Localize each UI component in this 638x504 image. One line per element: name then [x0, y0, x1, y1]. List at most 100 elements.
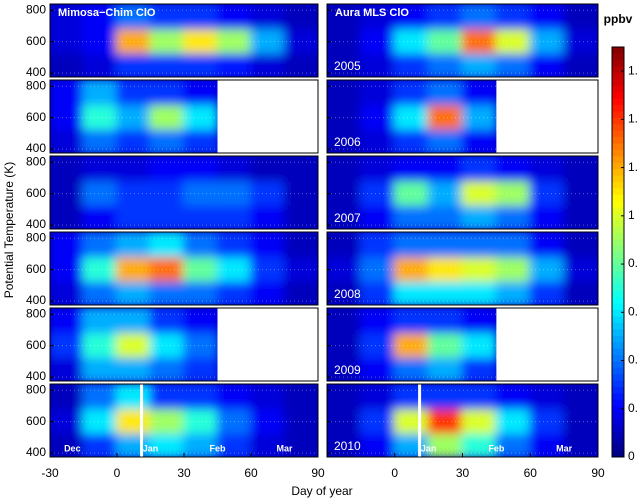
heat-cell: [393, 51, 430, 77]
heat-cell: [116, 331, 152, 358]
heat-cell: [327, 355, 362, 381]
colorbar-swatch: [612, 47, 624, 54]
y-tick-label: 800: [26, 154, 46, 168]
y-tick-label: 400: [26, 293, 46, 307]
heat-cell: [149, 127, 185, 153]
month-label: Jan: [143, 443, 159, 453]
colorbar-swatch: [612, 187, 624, 195]
heat-cell: [50, 355, 85, 381]
heat-cell: [183, 127, 219, 153]
heat: [50, 80, 219, 153]
heat-cell: [393, 156, 430, 182]
heat-cell: [327, 4, 362, 30]
heat-cell: [82, 27, 118, 54]
heat-cell: [50, 431, 85, 457]
heat-cell: [529, 407, 566, 434]
heat-cell: [183, 103, 219, 130]
colorbar-tick-label: 0.4: [628, 353, 638, 367]
colorbar-swatch: [612, 59, 624, 67]
no-data: [284, 80, 318, 106]
heat-cell: [82, 431, 118, 457]
heat: [327, 232, 598, 305]
heat-cell: [529, 51, 566, 77]
heat-cell: [393, 80, 430, 106]
no-data: [564, 103, 598, 130]
heat-cell: [283, 431, 318, 457]
heat-cell: [50, 255, 85, 282]
panel: [50, 384, 318, 457]
heat-cell: [216, 279, 252, 305]
no-data: [564, 80, 598, 106]
heat-cell: [359, 407, 396, 434]
heat-cell: [250, 179, 286, 206]
heat-cell: [461, 255, 498, 282]
no-data: [530, 127, 566, 153]
colorbar-tick-label: 0.2: [628, 401, 638, 415]
month-label: Mar: [276, 443, 293, 453]
heat-cell: [393, 27, 430, 54]
colorbar-swatch: [612, 431, 624, 439]
colorbar-tick-label: 0.6: [628, 304, 638, 318]
heat-cell: [327, 232, 362, 258]
colorbar-swatch: [612, 277, 624, 285]
panel-frame: [326, 79, 599, 154]
heat-cell: [427, 331, 464, 358]
colorbar-swatch: [612, 252, 624, 259]
heat-cell: [283, 279, 318, 305]
colorbar-swatch: [612, 380, 624, 388]
heat-cell: [116, 384, 152, 410]
heat: [327, 156, 598, 229]
heat-cell: [149, 80, 185, 106]
y-axis-label: Potential Temperature (K): [2, 162, 16, 299]
panel-frame: [49, 79, 319, 154]
no-data: [217, 331, 252, 358]
colorbar-swatch: [612, 399, 624, 407]
heat-cell: [283, 384, 318, 410]
heat-cell: [495, 51, 532, 77]
heat-cell: [327, 51, 362, 77]
heat-cell: [563, 431, 598, 457]
colorbar-swatch: [612, 450, 624, 458]
heat-cell: [461, 232, 498, 258]
panel: [50, 4, 318, 77]
heat-cell: [183, 255, 219, 282]
colorbar-swatch: [612, 424, 624, 432]
colorbar-swatch: [612, 213, 624, 221]
y-tick-label: 600: [26, 262, 46, 276]
heat-cell: [82, 407, 118, 434]
panel: [327, 80, 598, 153]
heat-cell: [50, 27, 85, 54]
heat-cell: [116, 255, 152, 282]
x-tick-label: 0: [114, 466, 121, 480]
colorbar-swatch: [612, 219, 624, 227]
heat-cell: [495, 279, 532, 305]
year-label: 2010: [334, 439, 361, 453]
heat-cell: [529, 4, 566, 30]
heat-cell: [82, 331, 118, 358]
no-data: [496, 103, 532, 130]
heat-cell: [495, 232, 532, 258]
heat-cell: [50, 51, 85, 77]
heat-cell: [327, 127, 362, 153]
heat-cell: [359, 127, 396, 153]
no-data: [496, 355, 532, 381]
panel-frame: [49, 3, 319, 78]
heat-cell: [149, 51, 185, 77]
heat-cell: [250, 27, 286, 54]
heat-cell: [116, 80, 152, 106]
heat-cell: [563, 51, 598, 77]
heat-cell: [116, 203, 152, 229]
colorbar-swatch: [612, 85, 624, 93]
heat-cell: [359, 156, 396, 182]
heat-cell: [50, 179, 85, 206]
heat-cell: [359, 355, 396, 381]
colorbar-swatch: [612, 123, 624, 131]
colorbar-swatch: [612, 245, 624, 253]
heat-cell: [495, 27, 532, 54]
heat-cell: [50, 4, 85, 30]
y-tick-label: 800: [26, 2, 46, 16]
heat-cell: [183, 384, 219, 410]
colorbar-tick-label: 1.4: [628, 112, 638, 126]
panel: [50, 80, 318, 153]
heat-cell: [359, 431, 396, 457]
